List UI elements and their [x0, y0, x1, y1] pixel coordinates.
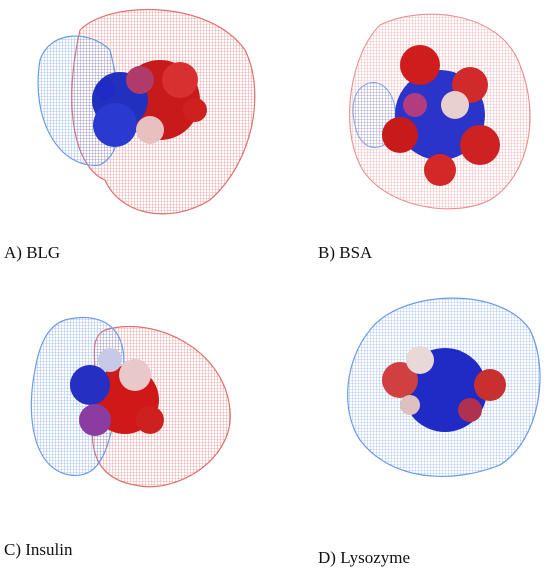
blg-electrostatic-surface — [37, 9, 256, 215]
panel-blg — [20, 0, 260, 220]
bsa-electrostatic-surface — [349, 13, 531, 210]
caption-insulin: C) Insulin — [4, 540, 73, 559]
panel-lysozyme — [340, 290, 545, 480]
lysozyme-atoms — [382, 346, 506, 432]
caption-lysozyme: D) Lysozyme — [318, 548, 411, 567]
insulin-atoms — [70, 348, 164, 436]
lysozyme-electrostatic-surface — [347, 297, 541, 478]
insulin-electrostatic-surface — [30, 316, 231, 488]
caption-bsa: B) BSA — [318, 243, 373, 262]
caption-blg: A) BLG — [4, 243, 61, 262]
blg-atoms — [92, 60, 207, 147]
panel-bsa — [340, 5, 540, 215]
bsa-atoms — [382, 45, 500, 186]
panel-insulin — [25, 310, 245, 495]
